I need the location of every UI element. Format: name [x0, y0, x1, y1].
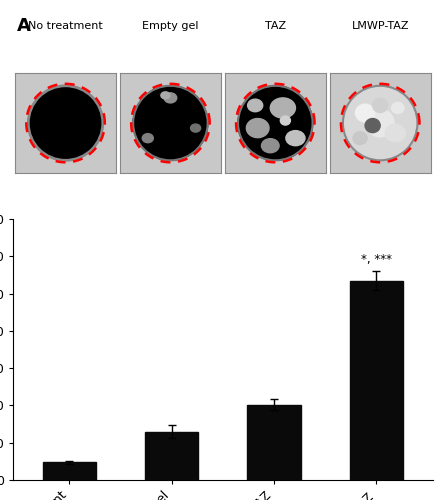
Ellipse shape [270, 98, 295, 118]
Ellipse shape [286, 130, 305, 146]
Ellipse shape [365, 118, 380, 132]
Text: No treatment: No treatment [28, 20, 103, 30]
Ellipse shape [385, 124, 406, 142]
Ellipse shape [248, 99, 263, 112]
Ellipse shape [373, 98, 388, 112]
Ellipse shape [356, 104, 375, 122]
Text: A: A [17, 17, 31, 35]
Ellipse shape [281, 116, 291, 125]
Text: Empty gel: Empty gel [142, 20, 199, 30]
Bar [350, 280, 403, 480]
Circle shape [133, 86, 208, 160]
Ellipse shape [164, 93, 177, 103]
Circle shape [238, 86, 312, 160]
Text: *, ***: *, *** [361, 253, 392, 266]
Ellipse shape [366, 109, 394, 137]
Bar [145, 432, 198, 480]
Text: LMWP-TAZ: LMWP-TAZ [351, 20, 409, 30]
Ellipse shape [161, 92, 170, 99]
Ellipse shape [261, 138, 279, 153]
Circle shape [343, 86, 417, 160]
Ellipse shape [392, 102, 404, 114]
Text: TAZ: TAZ [265, 20, 286, 30]
Ellipse shape [142, 134, 153, 142]
Bar [247, 404, 301, 480]
Ellipse shape [191, 124, 201, 132]
Ellipse shape [353, 132, 367, 144]
Bar [43, 462, 96, 480]
Circle shape [28, 86, 103, 160]
Ellipse shape [246, 118, 269, 138]
